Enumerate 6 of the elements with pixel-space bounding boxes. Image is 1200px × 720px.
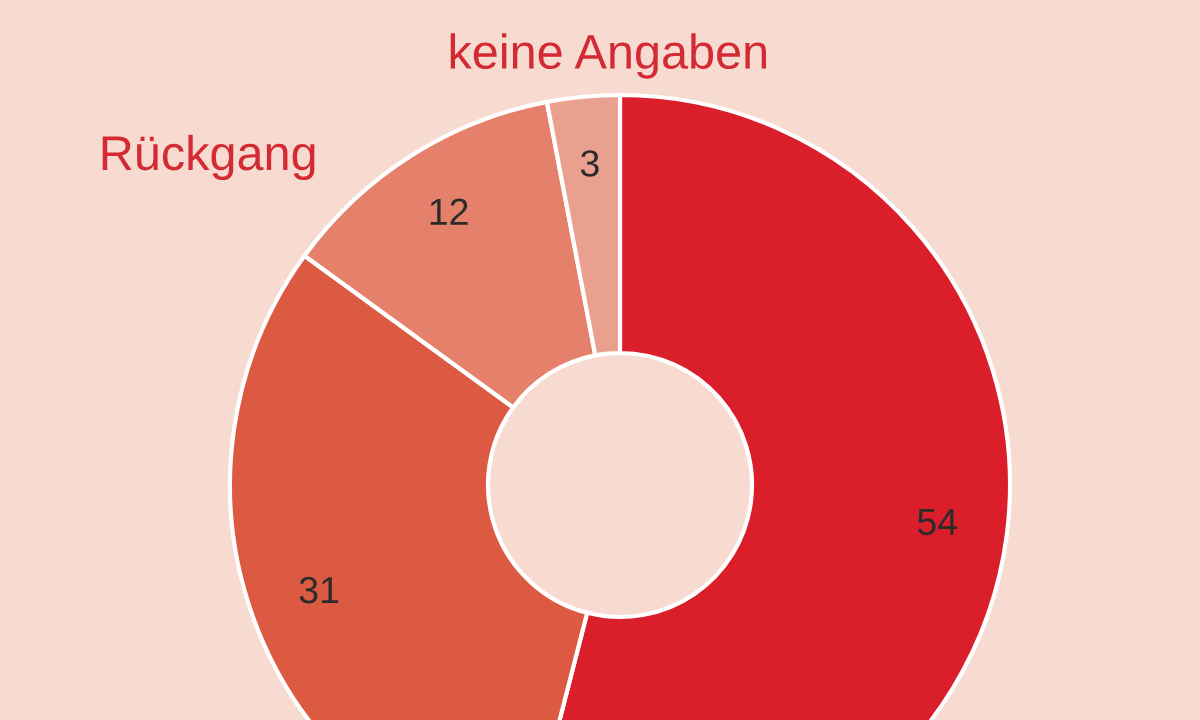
data-label: 3 <box>580 150 599 177</box>
data-label: 31 <box>299 576 339 604</box>
data-label: 54 <box>917 508 958 536</box>
data-label: 12 <box>430 198 468 225</box>
slice-label: Rückgang <box>102 134 315 181</box>
slice-label: keine Angaben <box>450 33 766 79</box>
